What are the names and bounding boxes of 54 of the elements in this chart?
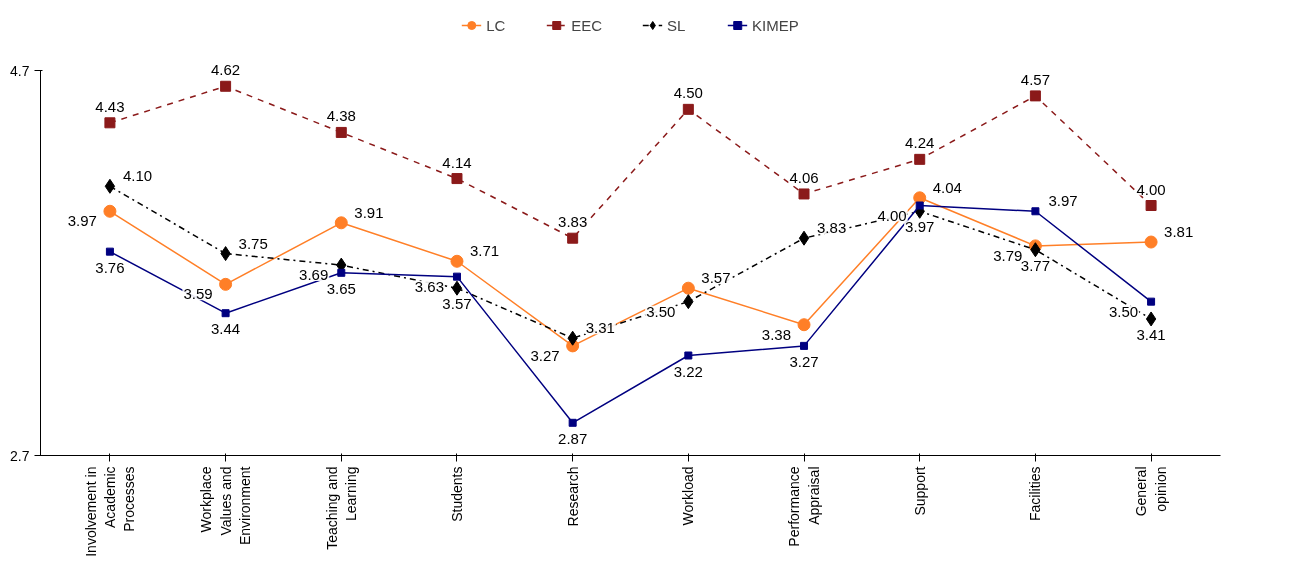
data-label: 4.00 [877,206,907,224]
data-label: 3.97 [67,212,97,230]
x-tick-label: Support [911,466,928,516]
data-label: 3.50 [646,302,676,320]
data-label: 4.57 [1020,70,1051,88]
data-label: 3.75 [238,234,268,252]
data-label: 3.83 [817,219,847,237]
x-tick-label: General opinion [1133,466,1169,517]
x-tick-label: Performance Appraisal [786,466,822,547]
legend-label: SL [667,16,687,34]
data-label: 3.38 [761,325,792,343]
x-tick-label: Students [448,466,465,522]
x-tick-label: Involvement in Academic Processes [82,466,138,557]
data-label: 3.81 [1164,223,1194,241]
data-label: 3.59 [183,285,213,303]
data-label: 4.50 [673,84,703,102]
data-label: 3.91 [354,203,384,221]
data-label: 3.44 [211,320,241,338]
data-label: 3.71 [469,242,500,260]
x-tick-label: Facilities [1027,466,1044,521]
data-label: 3.31 [585,319,615,337]
data-label: 4.00 [1136,180,1166,198]
data-label: 4.24 [905,134,935,152]
data-label: 3.63 [414,277,444,295]
data-label: 3.27 [789,352,819,370]
data-label: 3.41 [1136,325,1166,343]
legend-label: LC [486,16,507,34]
data-label: 4.04 [932,178,962,196]
data-label: 4.43 [95,97,125,115]
y-tick-label: 4.7 [10,62,30,79]
y-tick-label: 2.7 [10,447,30,464]
data-label: 2.87 [558,429,588,447]
x-tick-label: Teaching and Learning [323,466,359,550]
data-label: 4.62 [211,61,241,79]
data-label: 3.97 [1048,192,1078,210]
data-label: 3.69 [299,266,329,284]
legend-label: KIMEP [752,16,799,34]
data-label: 3.57 [442,295,472,313]
data-label: 3.50 [1108,302,1139,320]
legend-label: EEC [571,16,603,34]
data-label: 4.10 [122,167,153,185]
x-tick-label: Workload [680,466,697,526]
data-label: 3.83 [558,213,588,231]
data-label: 4.38 [326,107,356,125]
data-label: 3.97 [905,218,935,236]
data-label: 4.06 [789,168,819,186]
data-label: 3.27 [530,346,560,364]
x-tick-label: Workplace Values and Environment [198,466,253,546]
data-label: 3.65 [326,279,356,297]
data-label: 3.22 [673,362,703,380]
x-tick-label: Research [564,466,581,527]
data-label: 4.14 [442,153,472,171]
data-label: 3.57 [701,269,731,287]
data-label: 3.76 [95,258,125,276]
